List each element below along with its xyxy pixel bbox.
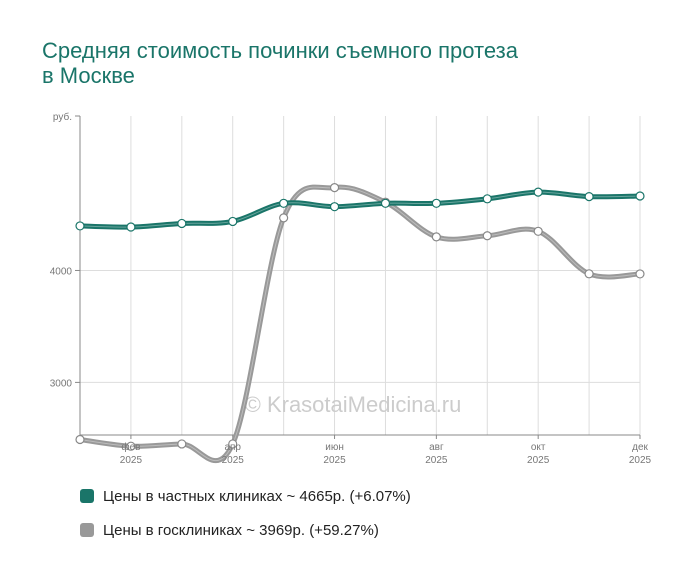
x-tick-month: апр [224, 442, 241, 453]
watermark: © KrasotaiMedicina.ru [245, 392, 462, 417]
series-lines [77, 184, 643, 463]
data-point-1-9[interactable] [533, 226, 543, 236]
y-tick-label: 4000 [50, 266, 73, 277]
data-point-0-0[interactable] [75, 221, 85, 231]
legend-label-public: Цены в госклиниках ~ 3969р. (+59.27%) [103, 521, 379, 539]
series-line-highlight-0 [79, 191, 641, 228]
x-tick-month: фев [121, 441, 140, 453]
x-tick-year: 2025 [527, 455, 550, 466]
legend-item-private[interactable]: Цены в частных клиниках ~ 4665р. (+6.07%… [80, 486, 411, 506]
chart-title-line-1: Средняя стоимость починки съемного проте… [42, 38, 518, 63]
data-point-0-11[interactable] [635, 191, 645, 201]
data-points [75, 183, 645, 451]
x-tick-month: окт [531, 442, 546, 453]
data-point-1-4[interactable] [279, 213, 289, 223]
legend-label-private: Цены в частных клиниках ~ 4665р. (+6.07%… [103, 487, 411, 505]
legend: Цены в частных клиниках ~ 4665р. (+6.07%… [80, 486, 411, 554]
data-point-0-10[interactable] [584, 191, 594, 202]
data-point-0-4[interactable] [279, 198, 289, 208]
series-line-1 [77, 184, 643, 463]
series-line-0 [77, 189, 643, 230]
data-point-0-6[interactable] [380, 198, 391, 208]
x-tick-year: 2025 [629, 455, 652, 466]
legend-swatch-private [80, 489, 94, 503]
y-axis-unit-label: руб. [53, 111, 72, 123]
line-chart: © KrasotaiMedicina.ru 4000 3000 руб. фев 202… [50, 111, 652, 466]
x-tick-year: 2025 [323, 455, 346, 466]
axes [75, 115, 641, 439]
x-tick-year: 2025 [425, 455, 448, 466]
data-point-1-8[interactable] [482, 231, 492, 241]
data-point-0-7[interactable] [431, 198, 441, 208]
data-point-1-2[interactable] [177, 439, 187, 449]
x-tick-month: авг [429, 442, 444, 453]
data-point-1-5[interactable] [329, 183, 340, 193]
data-point-0-2[interactable] [177, 218, 187, 229]
chart-title-line-2: в Москве [42, 63, 135, 88]
chart-title: Средняя стоимость починки съемного проте… [42, 38, 642, 88]
data-point-0-9[interactable] [533, 187, 543, 197]
axis-labels: 4000 3000 руб. фев 2025 апр 2025 июн 2025 авг 2025… [50, 111, 652, 466]
data-point-0-1[interactable] [126, 222, 136, 232]
series-line-highlight-1 [79, 186, 641, 462]
data-point-1-11[interactable] [635, 269, 645, 279]
data-point-1-0[interactable] [75, 434, 85, 445]
x-tick-year: 2025 [222, 455, 245, 466]
x-tick-year: 2025 [120, 455, 143, 466]
x-tick-month: июн [325, 442, 344, 453]
legend-item-public[interactable]: Цены в госклиниках ~ 3969р. (+59.27%) [80, 520, 411, 540]
data-point-1-7[interactable] [431, 232, 441, 242]
x-tick-month: дек [632, 442, 648, 453]
legend-swatch-public [80, 523, 94, 537]
data-point-1-3[interactable] [228, 439, 238, 449]
grid-lines [80, 116, 641, 435]
y-tick-label: 3000 [50, 378, 73, 389]
data-point-0-3[interactable] [228, 216, 238, 227]
data-point-0-5[interactable] [329, 202, 340, 212]
data-point-1-10[interactable] [584, 269, 594, 279]
data-point-1-1[interactable] [126, 441, 136, 451]
data-point-0-8[interactable] [482, 194, 492, 204]
